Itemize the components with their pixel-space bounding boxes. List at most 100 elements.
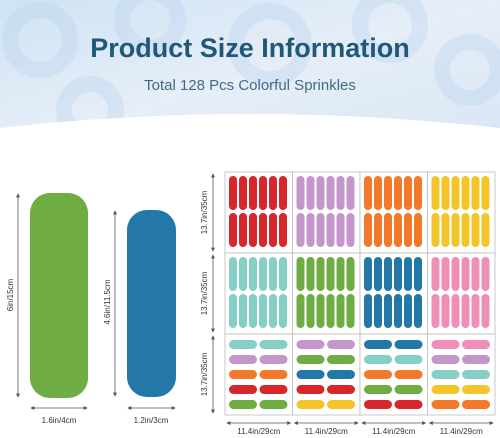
sprinkle xyxy=(394,355,423,364)
sprinkle xyxy=(394,400,423,409)
sprinkle xyxy=(471,176,480,210)
sprinkle xyxy=(239,176,247,210)
sprinkle xyxy=(316,213,325,247)
width-label: 11.4in/29cm xyxy=(237,427,280,436)
sprinkle xyxy=(259,340,288,349)
sprinkle xyxy=(394,176,402,210)
sprinkle xyxy=(296,213,305,247)
sprinkle xyxy=(346,213,355,247)
sprinkle xyxy=(279,257,287,291)
sprinkle xyxy=(316,176,325,210)
sprinkle xyxy=(431,213,440,247)
sprinkle xyxy=(346,176,355,210)
sprinkle xyxy=(239,257,247,291)
sprinkle xyxy=(471,257,480,291)
sprinkle xyxy=(229,257,237,291)
sprinkle xyxy=(364,370,392,379)
sprinkle xyxy=(394,385,423,394)
sprinkle xyxy=(394,370,423,379)
sprinkle xyxy=(481,176,490,210)
sprinkle xyxy=(431,294,440,328)
sprinkle xyxy=(306,176,315,210)
length-label: 6in/15cm xyxy=(6,278,15,311)
sprinkle xyxy=(346,257,355,291)
sprinkle xyxy=(296,370,325,379)
sprinkle xyxy=(326,294,335,328)
sprinkle xyxy=(269,176,277,210)
sprinkle xyxy=(394,213,402,247)
sprinkle xyxy=(481,257,490,291)
sprinkle xyxy=(441,176,450,210)
sprinkle xyxy=(414,257,422,291)
sprinkle xyxy=(481,213,490,247)
sprinkle xyxy=(374,176,382,210)
sprinkle xyxy=(326,176,335,210)
sprinkle xyxy=(326,257,335,291)
sprinkle xyxy=(327,385,355,394)
sprinkle xyxy=(269,257,277,291)
sprinkle xyxy=(306,257,315,291)
sprinkle xyxy=(384,176,392,210)
sprinkle xyxy=(471,213,480,247)
sprinkle-sheet: 13.7in/35cm 13.7in/35cm 13.7in/35cm 11.4in/… xyxy=(200,171,496,436)
title: Product Size Information xyxy=(90,33,410,63)
sprinkle xyxy=(239,213,247,247)
sprinkle xyxy=(279,213,287,247)
sprinkle xyxy=(259,213,267,247)
sprinkle xyxy=(374,257,382,291)
sprinkle xyxy=(239,294,247,328)
sprinkle xyxy=(431,400,460,409)
sprinkle xyxy=(316,257,325,291)
sprinkle xyxy=(336,294,345,328)
sprinkle xyxy=(461,294,470,328)
sprinkle xyxy=(269,294,277,328)
sprinkle xyxy=(451,176,460,210)
sprinkle xyxy=(229,400,257,409)
sprinkle xyxy=(229,340,257,349)
sprinkle xyxy=(481,294,490,328)
sprinkle xyxy=(296,385,325,394)
width-label: 1.6in/4cm xyxy=(42,416,77,425)
blue-piece xyxy=(127,210,176,397)
sprinkle xyxy=(394,257,402,291)
sprinkle xyxy=(451,294,460,328)
sprinkle xyxy=(296,355,325,364)
sprinkle xyxy=(327,355,355,364)
sprinkle xyxy=(336,257,345,291)
sprinkle xyxy=(259,355,288,364)
sprinkle xyxy=(316,294,325,328)
sprinkle xyxy=(259,400,288,409)
sprinkle xyxy=(462,370,490,379)
sprinkle xyxy=(394,294,402,328)
sprinkle xyxy=(296,340,325,349)
sprinkle xyxy=(384,257,392,291)
sprinkle xyxy=(306,294,315,328)
sprinkle xyxy=(461,257,470,291)
sprinkle xyxy=(346,294,355,328)
sprinkle xyxy=(364,213,372,247)
sprinkle xyxy=(259,385,288,394)
sprinkle xyxy=(461,176,470,210)
sprinkle xyxy=(384,213,392,247)
sprinkle xyxy=(249,257,257,291)
sprinkle xyxy=(336,213,345,247)
width-label: 1.2in/3cm xyxy=(134,416,169,425)
sprinkle xyxy=(462,400,490,409)
sprinkle xyxy=(296,257,305,291)
sprinkle xyxy=(259,370,288,379)
sprinkle xyxy=(471,294,480,328)
sprinkle xyxy=(296,400,325,409)
sprinkle xyxy=(431,370,460,379)
sprinkle xyxy=(462,385,490,394)
sprinkle xyxy=(336,176,345,210)
sprinkle xyxy=(296,294,305,328)
sprinkle xyxy=(229,370,257,379)
sprinkle xyxy=(364,355,392,364)
sprinkle xyxy=(374,294,382,328)
sprinkle xyxy=(364,294,372,328)
sprinkle xyxy=(229,355,257,364)
sprinkle xyxy=(327,340,355,349)
sprinkle xyxy=(414,213,422,247)
sprinkle xyxy=(259,257,267,291)
sprinkle xyxy=(229,176,237,210)
